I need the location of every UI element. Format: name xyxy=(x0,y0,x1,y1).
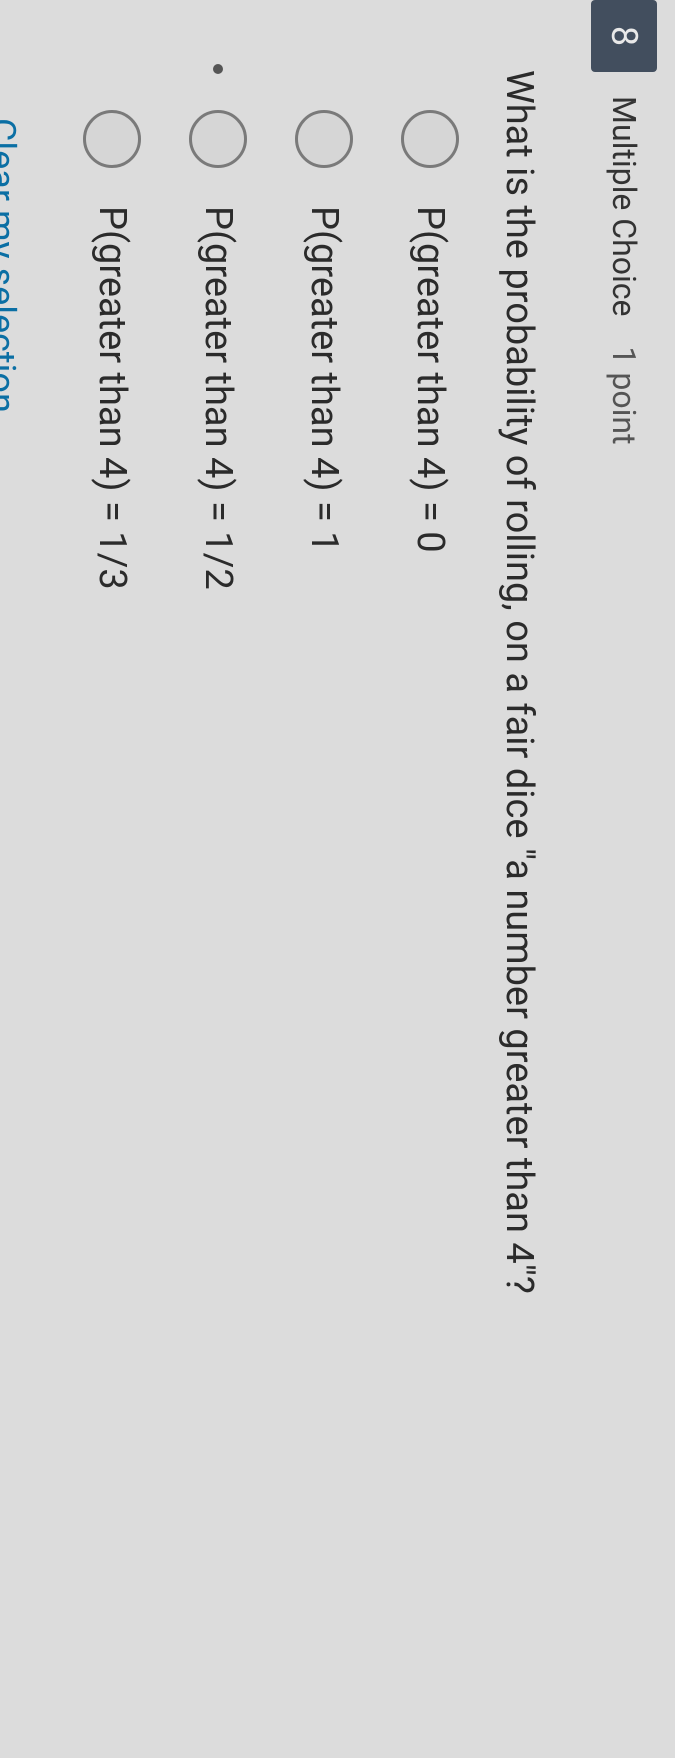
question-type-label: Multiple Choice xyxy=(605,96,643,316)
rotated-stage: 8 Multiple Choice 1 point What is the pr… xyxy=(0,0,675,1758)
bullet-icon xyxy=(213,64,223,74)
radio-icon[interactable] xyxy=(401,110,459,168)
option-label: P(greater than 4) = 1/2 xyxy=(196,206,240,590)
question-header: 8 Multiple Choice 1 point xyxy=(561,0,665,1758)
radio-icon[interactable] xyxy=(83,110,141,168)
clear-selection-link[interactable]: Clear my selection xyxy=(0,0,83,1758)
radio-icon[interactable] xyxy=(189,110,247,168)
option-b[interactable]: P(greater than 4) = 1 xyxy=(295,110,353,1758)
points-label: 1 point xyxy=(605,346,643,444)
option-d[interactable]: P(greater than 4) = 1/3 xyxy=(83,110,141,1758)
option-c[interactable]: P(greater than 4) = 1/2 xyxy=(189,110,247,1758)
option-label: P(greater than 4) = 1 xyxy=(302,206,346,553)
question-number-badge: 8 xyxy=(591,0,657,72)
options-group: P(greater than 4) = 0 P(greater than 4) … xyxy=(83,0,459,1758)
option-label: P(greater than 4) = 0 xyxy=(408,206,452,553)
option-a[interactable]: P(greater than 4) = 0 xyxy=(401,110,459,1758)
quiz-card: 8 Multiple Choice 1 point What is the pr… xyxy=(0,0,675,1758)
question-text: What is the probability of rolling, on a… xyxy=(459,0,561,1758)
option-label: P(greater than 4) = 1/3 xyxy=(90,206,134,590)
radio-icon[interactable] xyxy=(295,110,353,168)
